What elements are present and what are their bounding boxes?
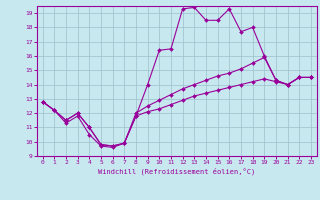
X-axis label: Windchill (Refroidissement éolien,°C): Windchill (Refroidissement éolien,°C) — [98, 168, 255, 175]
